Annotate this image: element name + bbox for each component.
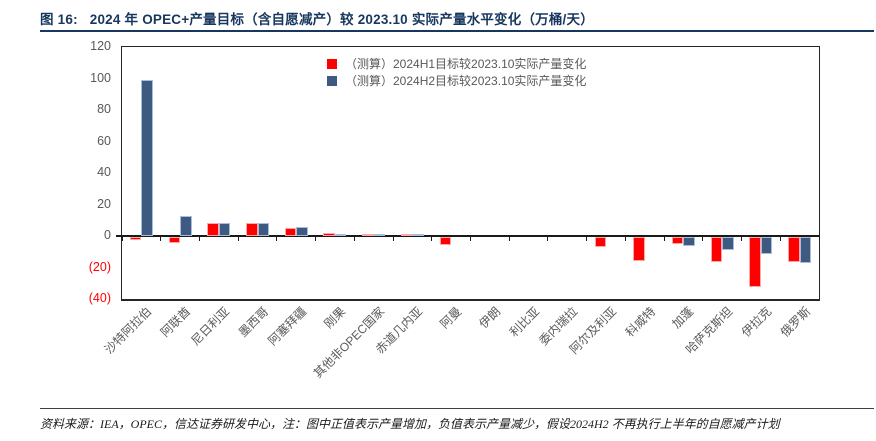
x-label-9: 伊朗 (476, 304, 504, 332)
x-label-4: 阿塞拜疆 (265, 304, 310, 349)
y-label-60: 60 (97, 133, 111, 148)
figure-title-text: 2024 年 OPEC+产量目标（含自愿减产）较 2023.10 实际产量水平变… (89, 12, 594, 27)
y-label-40: 40 (97, 165, 111, 179)
bar-h1-6 (362, 233, 374, 236)
x-label-5: 刚果 (321, 304, 349, 332)
bar-h1-4 (284, 228, 297, 236)
axis-tick-6 (353, 237, 355, 241)
y-label-(40): (40) (88, 291, 111, 305)
bar-h1-3 (246, 222, 258, 236)
plot-area: （测算）2024H1目标较2023.10实际产量变化 （测算）2024H2目标较2… (116, 46, 820, 301)
legend-label-h2: （测算）2024H2目标较2023.10实际产量变化 (345, 74, 587, 88)
axis-tick-0 (121, 237, 123, 241)
figure-title: 图 16: 2024 年 OPEC+产量目标（含自愿减产）较 2023.10 实际… (40, 8, 594, 28)
x-label-3: 墨西哥 (235, 304, 271, 340)
bar-h2-1 (180, 215, 192, 236)
bar-h1-16 (749, 237, 761, 288)
legend-row-h1: （测算）2024H1目标较2023.10实际产量变化 (327, 55, 586, 72)
axis-tick-18 (818, 237, 820, 241)
bar-h2-7 (412, 234, 424, 237)
y-label-20: 20 (97, 196, 111, 211)
title-divider (40, 30, 874, 32)
axis-tick-2 (198, 237, 200, 241)
bar-h1-12 (594, 237, 607, 248)
legend-swatch-h2-icon (327, 75, 337, 86)
legend-label-h1: （测算）2024H1目标较2023.10实际产量变化 (345, 57, 587, 71)
legend-swatch-h1-icon (327, 58, 337, 69)
bar-h2-17 (799, 237, 812, 263)
axis-tick-7 (392, 237, 394, 241)
x-label-0: 沙特阿拉伯 (102, 304, 155, 357)
axis-tick-1 (160, 237, 162, 241)
legend-row-h2: （测算）2024H2目标较2023.10实际产量变化 (327, 72, 586, 89)
y-label-80: 80 (97, 102, 111, 116)
axis-tick-5 (315, 237, 317, 241)
bar-h1-15 (710, 237, 723, 263)
zero-axis-line (116, 235, 820, 237)
bar-h2-3 (257, 222, 270, 236)
bar-h1-14 (671, 237, 684, 245)
x-label-14: 加蓬 (669, 304, 697, 332)
axis-tick-8 (431, 237, 433, 241)
axis-tick-4 (276, 237, 278, 241)
axis-tick-9 (470, 237, 471, 241)
bar-h1-0 (129, 237, 142, 241)
axis-tick-12 (586, 237, 588, 241)
bar-h2-15 (722, 237, 734, 251)
bar-h2-4 (296, 227, 308, 236)
axis-tick-10 (508, 237, 510, 241)
chart-legend: （测算）2024H1目标较2023.10实际产量变化 （测算）2024H2目标较2… (327, 55, 586, 89)
bar-h1-17 (788, 237, 800, 263)
y-label-(20): (20) (88, 259, 111, 274)
x-label-2: 尼日利亚 (188, 304, 233, 349)
y-label-0: 0 (104, 228, 111, 242)
bar-h2-2 (218, 223, 231, 236)
x-label-10: 利比亚 (506, 304, 542, 340)
bar-h1-1 (168, 237, 181, 244)
bar-h2-0 (141, 80, 153, 236)
axis-tick-3 (237, 237, 239, 241)
bar-h2-5 (334, 233, 347, 236)
bar-h2-6 (373, 234, 386, 237)
axis-tick-14 (663, 237, 665, 241)
bar-h1-2 (207, 223, 219, 236)
x-label-16: 伊拉克 (738, 304, 775, 340)
axis-tick-17 (779, 237, 781, 241)
bar-h1-7 (400, 233, 413, 236)
bar-h1-8 (439, 237, 452, 245)
x-label-8: 阿曼 (437, 304, 465, 332)
x-label-17: 俄罗斯 (777, 304, 813, 340)
x-label-1: 阿联酋 (157, 304, 194, 340)
figure-number: 图 16: (40, 12, 78, 27)
bar-h2-16 (760, 237, 773, 255)
footnote-divider (40, 408, 874, 409)
bar-h2-14 (683, 237, 695, 247)
y-label-120: 120 (90, 39, 111, 53)
axis-tick-11 (547, 237, 549, 241)
axis-tick-16 (741, 237, 743, 241)
x-label-13: 科威特 (622, 304, 658, 340)
y-label-100: 100 (90, 70, 111, 85)
axis-tick-13 (624, 237, 626, 241)
source-note: 资料来源：IEA，OPEC，信达证券研发中心，注：图中正值表示产量增加，负值表示… (40, 417, 780, 431)
bar-h1-13 (633, 237, 645, 261)
bar-h1-5 (323, 232, 335, 236)
axis-tick-15 (702, 237, 704, 241)
